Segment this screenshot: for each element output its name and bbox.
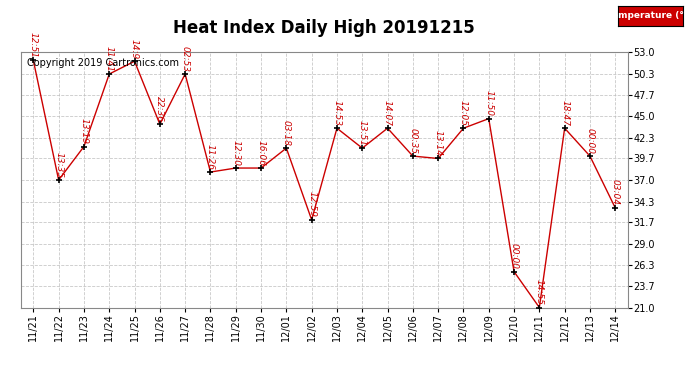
Text: 11:26: 11:26 [206, 144, 215, 170]
Text: 13:51: 13:51 [357, 120, 367, 146]
Text: Heat Index Daily High 20191215: Heat Index Daily High 20191215 [173, 19, 475, 37]
Text: 03:04: 03:04 [611, 180, 620, 206]
Text: 13:19: 13:19 [79, 118, 88, 144]
Text: 12:30: 12:30 [231, 140, 240, 166]
Text: 14:53: 14:53 [333, 100, 342, 126]
Text: Temperature (°F): Temperature (°F) [607, 12, 690, 20]
Text: 22:36: 22:36 [155, 96, 164, 122]
Text: Copyright 2019 Cartronics.com: Copyright 2019 Cartronics.com [27, 58, 179, 68]
Text: 02:53: 02:53 [181, 46, 190, 72]
Text: 03:18: 03:18 [282, 120, 291, 146]
Text: 11:41: 11:41 [105, 46, 114, 72]
Text: 13:35: 13:35 [54, 152, 63, 178]
Text: 18:47: 18:47 [560, 100, 569, 126]
Text: 00:00: 00:00 [509, 243, 519, 269]
Text: 14:55: 14:55 [535, 279, 544, 305]
Text: 13:14: 13:14 [433, 130, 443, 156]
Text: 00:35: 00:35 [408, 128, 417, 154]
Text: 14:07: 14:07 [383, 100, 392, 126]
Text: 12:05: 12:05 [459, 100, 468, 126]
Text: 00:00: 00:00 [585, 128, 595, 154]
Text: 16:06: 16:06 [257, 140, 266, 166]
Text: 12:59: 12:59 [307, 192, 316, 217]
Text: 14:9: 14:9 [130, 39, 139, 59]
Text: 11:50: 11:50 [484, 90, 493, 116]
Text: 12:51: 12:51 [29, 32, 38, 58]
